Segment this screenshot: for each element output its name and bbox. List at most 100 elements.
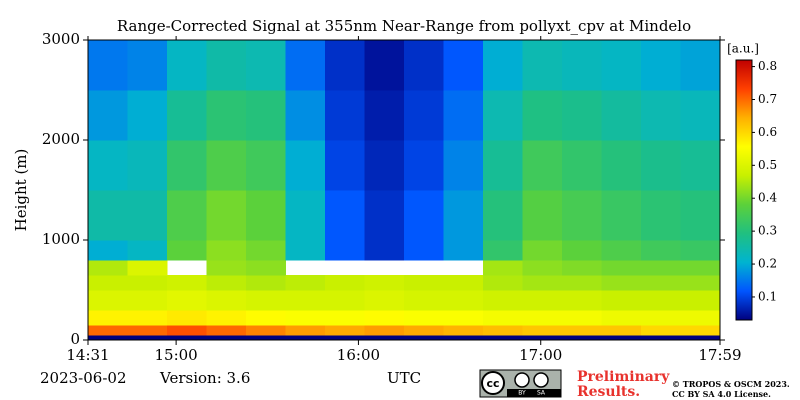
heatmap-cell	[285, 310, 326, 326]
heatmap-cell	[601, 310, 642, 326]
heatmap-cell	[601, 240, 642, 261]
heatmap-cell	[127, 310, 168, 326]
heatmap-cell	[88, 240, 128, 261]
heatmap-cell	[483, 275, 523, 291]
cc-text: cc	[486, 377, 499, 390]
colorbar	[735, 59, 753, 321]
y-tick-label: 2000	[42, 130, 80, 148]
version: Version: 3.6	[159, 369, 250, 387]
heatmap-cell	[206, 335, 247, 341]
heatmap-cell	[601, 40, 642, 91]
heatmap-cell	[285, 325, 326, 336]
heatmap-cell	[127, 190, 168, 241]
credit: © TROPOS & OSCM 2023.	[672, 379, 790, 389]
heatmap-cell	[680, 240, 721, 261]
x-tick-label: 16:00	[337, 346, 380, 364]
heatmap-cell	[364, 310, 405, 326]
heatmap-cell	[206, 140, 247, 191]
heatmap-cell	[285, 90, 326, 141]
heatmap-cell	[206, 325, 247, 336]
heatmap-cell	[364, 275, 405, 291]
cc-circle	[481, 371, 505, 395]
heatmap-cell	[522, 40, 563, 91]
heatmap-cell	[522, 140, 563, 191]
heatmap-cell	[364, 290, 405, 311]
heatmap-cell	[206, 40, 247, 91]
heatmap-cell	[88, 90, 128, 141]
heatmap-cell	[562, 335, 602, 341]
heatmap-cell	[641, 275, 681, 291]
heatmap-cell	[167, 275, 207, 291]
y-tick-label: 0	[70, 330, 80, 348]
heatmap-cell	[325, 275, 365, 291]
heatmap-cell	[443, 275, 484, 291]
by-icon	[514, 372, 530, 388]
heatmap-cell	[443, 335, 484, 341]
heatmap-cell	[246, 275, 286, 291]
heatmap-cell	[680, 310, 721, 326]
heatmap-cell	[680, 260, 721, 276]
heatmap-cell	[443, 310, 484, 326]
heatmap-cell	[522, 290, 563, 311]
heatmap-cell	[364, 190, 405, 241]
heatmap-cell	[522, 90, 563, 141]
heatmap-cell	[562, 90, 602, 141]
colorbar-label: [a.u.]	[727, 42, 759, 56]
heatmap-cell	[483, 310, 523, 326]
heatmap-cell	[601, 290, 642, 311]
heatmap-cell	[246, 90, 286, 141]
heatmap-cell	[483, 335, 523, 341]
heatmap-cell	[522, 325, 563, 336]
heatmap-cell	[88, 40, 128, 91]
heatmap-cell	[127, 275, 168, 291]
heatmap-cell	[167, 310, 207, 326]
x-axis-label: UTC	[387, 369, 421, 387]
heatmap-cell	[641, 240, 681, 261]
heatmap-cell	[404, 40, 444, 91]
heatmap-cell	[246, 335, 286, 341]
heatmap-cell	[246, 140, 286, 191]
heatmap-cell	[325, 140, 365, 191]
heatmap-cell	[522, 310, 563, 326]
heatmap-cell	[246, 290, 286, 311]
heatmap-cell	[404, 140, 444, 191]
heatmap-cell	[680, 190, 721, 241]
heatmap-cell	[285, 40, 326, 91]
heatmap-cell	[443, 190, 484, 241]
heatmap-cell	[483, 290, 523, 311]
heatmap-cell	[404, 325, 444, 336]
heatmap-cell	[127, 40, 168, 91]
x-tick-label: 17:59	[698, 346, 741, 364]
heatmap-cell	[680, 140, 721, 191]
x-tick-label: 15:00	[154, 346, 197, 364]
heatmap-cell	[127, 335, 168, 341]
heatmap-cell	[167, 190, 207, 241]
heatmap-cell	[443, 290, 484, 311]
heatmap-cell	[285, 140, 326, 191]
heatmap-cell	[206, 190, 247, 241]
heatmap-cell	[601, 335, 642, 341]
heatmap-cell	[167, 325, 207, 336]
heatmap-cell	[522, 260, 563, 276]
heatmap-cell	[443, 40, 484, 91]
heatmap-cell	[483, 260, 523, 276]
heatmap-cell	[443, 325, 484, 336]
plot-frame	[87, 39, 721, 341]
heatmap-cell	[641, 290, 681, 311]
heatmap-cell	[680, 40, 721, 91]
date: 2023-06-02	[40, 369, 126, 387]
heatmap-cell	[246, 190, 286, 241]
heatmap-cell	[167, 90, 207, 141]
heatmap-cell	[325, 90, 365, 141]
heatmap-cell	[562, 190, 602, 241]
heatmap-cell	[127, 290, 168, 311]
heatmap-cell	[285, 290, 326, 311]
heatmap-cell	[206, 240, 247, 261]
heatmap-cell	[601, 90, 642, 141]
heatmap-cell	[562, 325, 602, 336]
heatmap-cell	[364, 90, 405, 141]
heatmap-cell	[127, 260, 168, 276]
credit: CC BY SA 4.0 License.	[672, 389, 771, 399]
y-tick-label: 1000	[42, 230, 80, 248]
